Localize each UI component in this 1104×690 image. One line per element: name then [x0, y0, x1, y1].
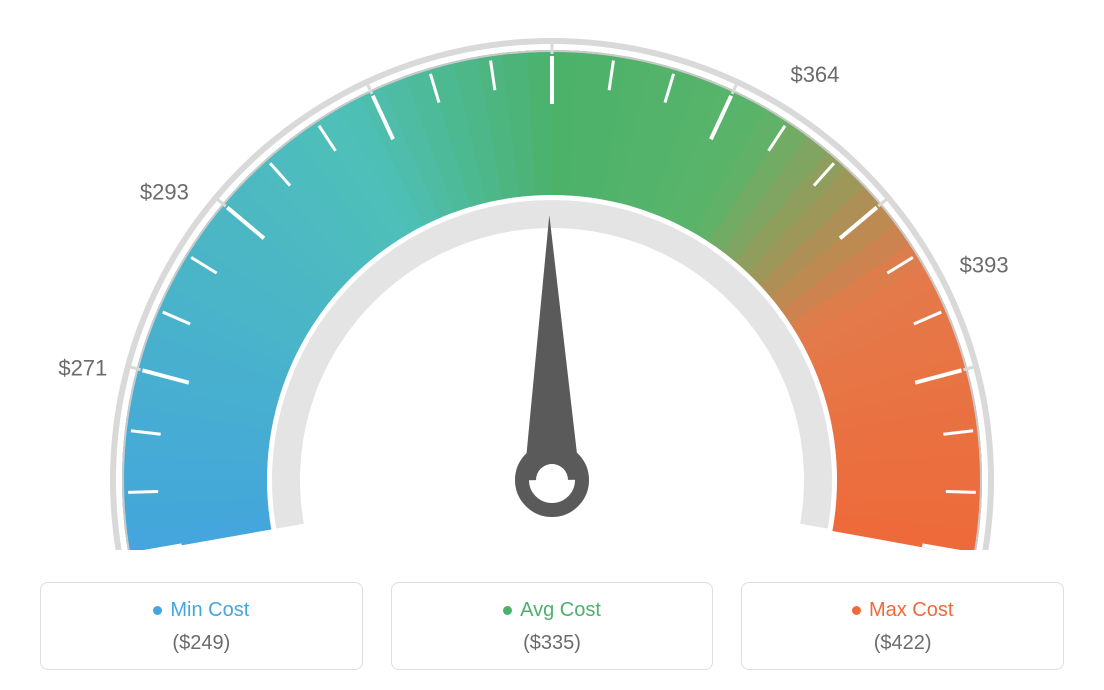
max-cost-card: Max Cost ($422)	[741, 582, 1064, 670]
min-cost-dot	[153, 606, 162, 615]
max-cost-dot	[852, 606, 861, 615]
gauge-tick-label: $271	[58, 355, 107, 380]
gauge-svg: $249$271$293$335$364$393$422	[0, 10, 1104, 550]
gauge-tick-label: $293	[140, 179, 189, 204]
gauge-tick-label: $364	[790, 62, 839, 87]
avg-cost-card: Avg Cost ($335)	[391, 582, 714, 670]
avg-cost-label: Avg Cost	[520, 599, 601, 621]
min-cost-card: Min Cost ($249)	[40, 582, 363, 670]
min-cost-value: ($249)	[41, 632, 362, 655]
max-cost-label: Max Cost	[869, 599, 953, 621]
summary-cards: Min Cost ($249) Avg Cost ($335) Max Cost…	[40, 582, 1064, 670]
min-cost-title: Min Cost	[41, 599, 362, 622]
avg-cost-dot	[503, 606, 512, 615]
avg-cost-value: ($335)	[392, 632, 713, 655]
min-cost-label: Min Cost	[170, 599, 249, 621]
max-cost-value: ($422)	[742, 632, 1063, 655]
cost-gauge: $249$271$293$335$364$393$422	[0, 10, 1104, 550]
avg-cost-title: Avg Cost	[392, 599, 713, 622]
gauge-tick-label: $393	[960, 252, 1009, 277]
max-cost-title: Max Cost	[742, 599, 1063, 622]
